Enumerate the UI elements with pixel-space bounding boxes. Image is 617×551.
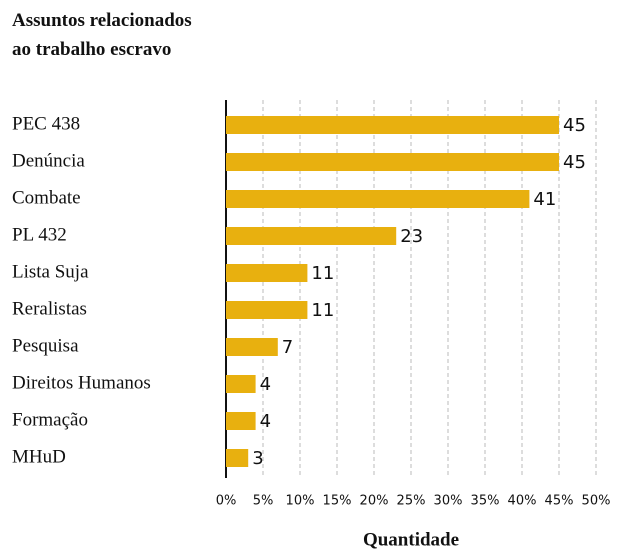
bar [226, 153, 559, 171]
value-label: 41 [533, 189, 556, 210]
y-tick-label: PEC 438 [12, 113, 80, 134]
y-tick-label: Pesquisa [12, 335, 79, 356]
x-tick-label: 15% [323, 494, 352, 509]
value-label: 45 [563, 115, 586, 136]
x-tick-label: 10% [286, 494, 315, 509]
y-tick-label: Lista Suja [12, 261, 89, 282]
bar [226, 449, 249, 467]
y-tick-label: Combate [12, 187, 81, 208]
bar [226, 412, 256, 430]
bar [226, 375, 256, 393]
x-tick-label: 40% [508, 494, 537, 509]
value-label: 7 [282, 337, 293, 358]
y-tick-label: Denúncia [12, 150, 85, 171]
y-tick-label: Reralistas [12, 298, 87, 319]
y-tick-label: PL 432 [12, 224, 67, 245]
value-label: 4 [260, 411, 271, 432]
bar [226, 338, 278, 356]
value-label: 11 [311, 300, 334, 321]
x-axis-label: Quantidade [363, 529, 459, 550]
bar [226, 301, 308, 319]
value-label: 11 [311, 263, 334, 284]
bar [226, 116, 559, 134]
x-tick-label: 30% [434, 494, 463, 509]
x-tick-label: 5% [253, 494, 274, 509]
x-tick-label: 35% [471, 494, 500, 509]
x-tick-label: 25% [397, 494, 426, 509]
y-tick-label: Formação [12, 409, 88, 430]
x-tick-label: 50% [582, 494, 611, 509]
value-label: 45 [563, 152, 586, 173]
bar [226, 190, 530, 208]
x-tick-label: 20% [360, 494, 389, 509]
bar [226, 227, 397, 245]
bar [226, 264, 308, 282]
value-label: 3 [252, 448, 263, 469]
x-tick-label: 0% [216, 494, 237, 509]
x-tick-label: 45% [545, 494, 574, 509]
y-tick-label: MHuD [12, 446, 66, 467]
y-tick-label: Direitos Humanos [12, 372, 151, 393]
chart-title: Assuntos relacionados ao trabalho escrav… [12, 10, 192, 60]
value-label: 4 [260, 374, 271, 395]
value-label: 23 [400, 226, 423, 247]
